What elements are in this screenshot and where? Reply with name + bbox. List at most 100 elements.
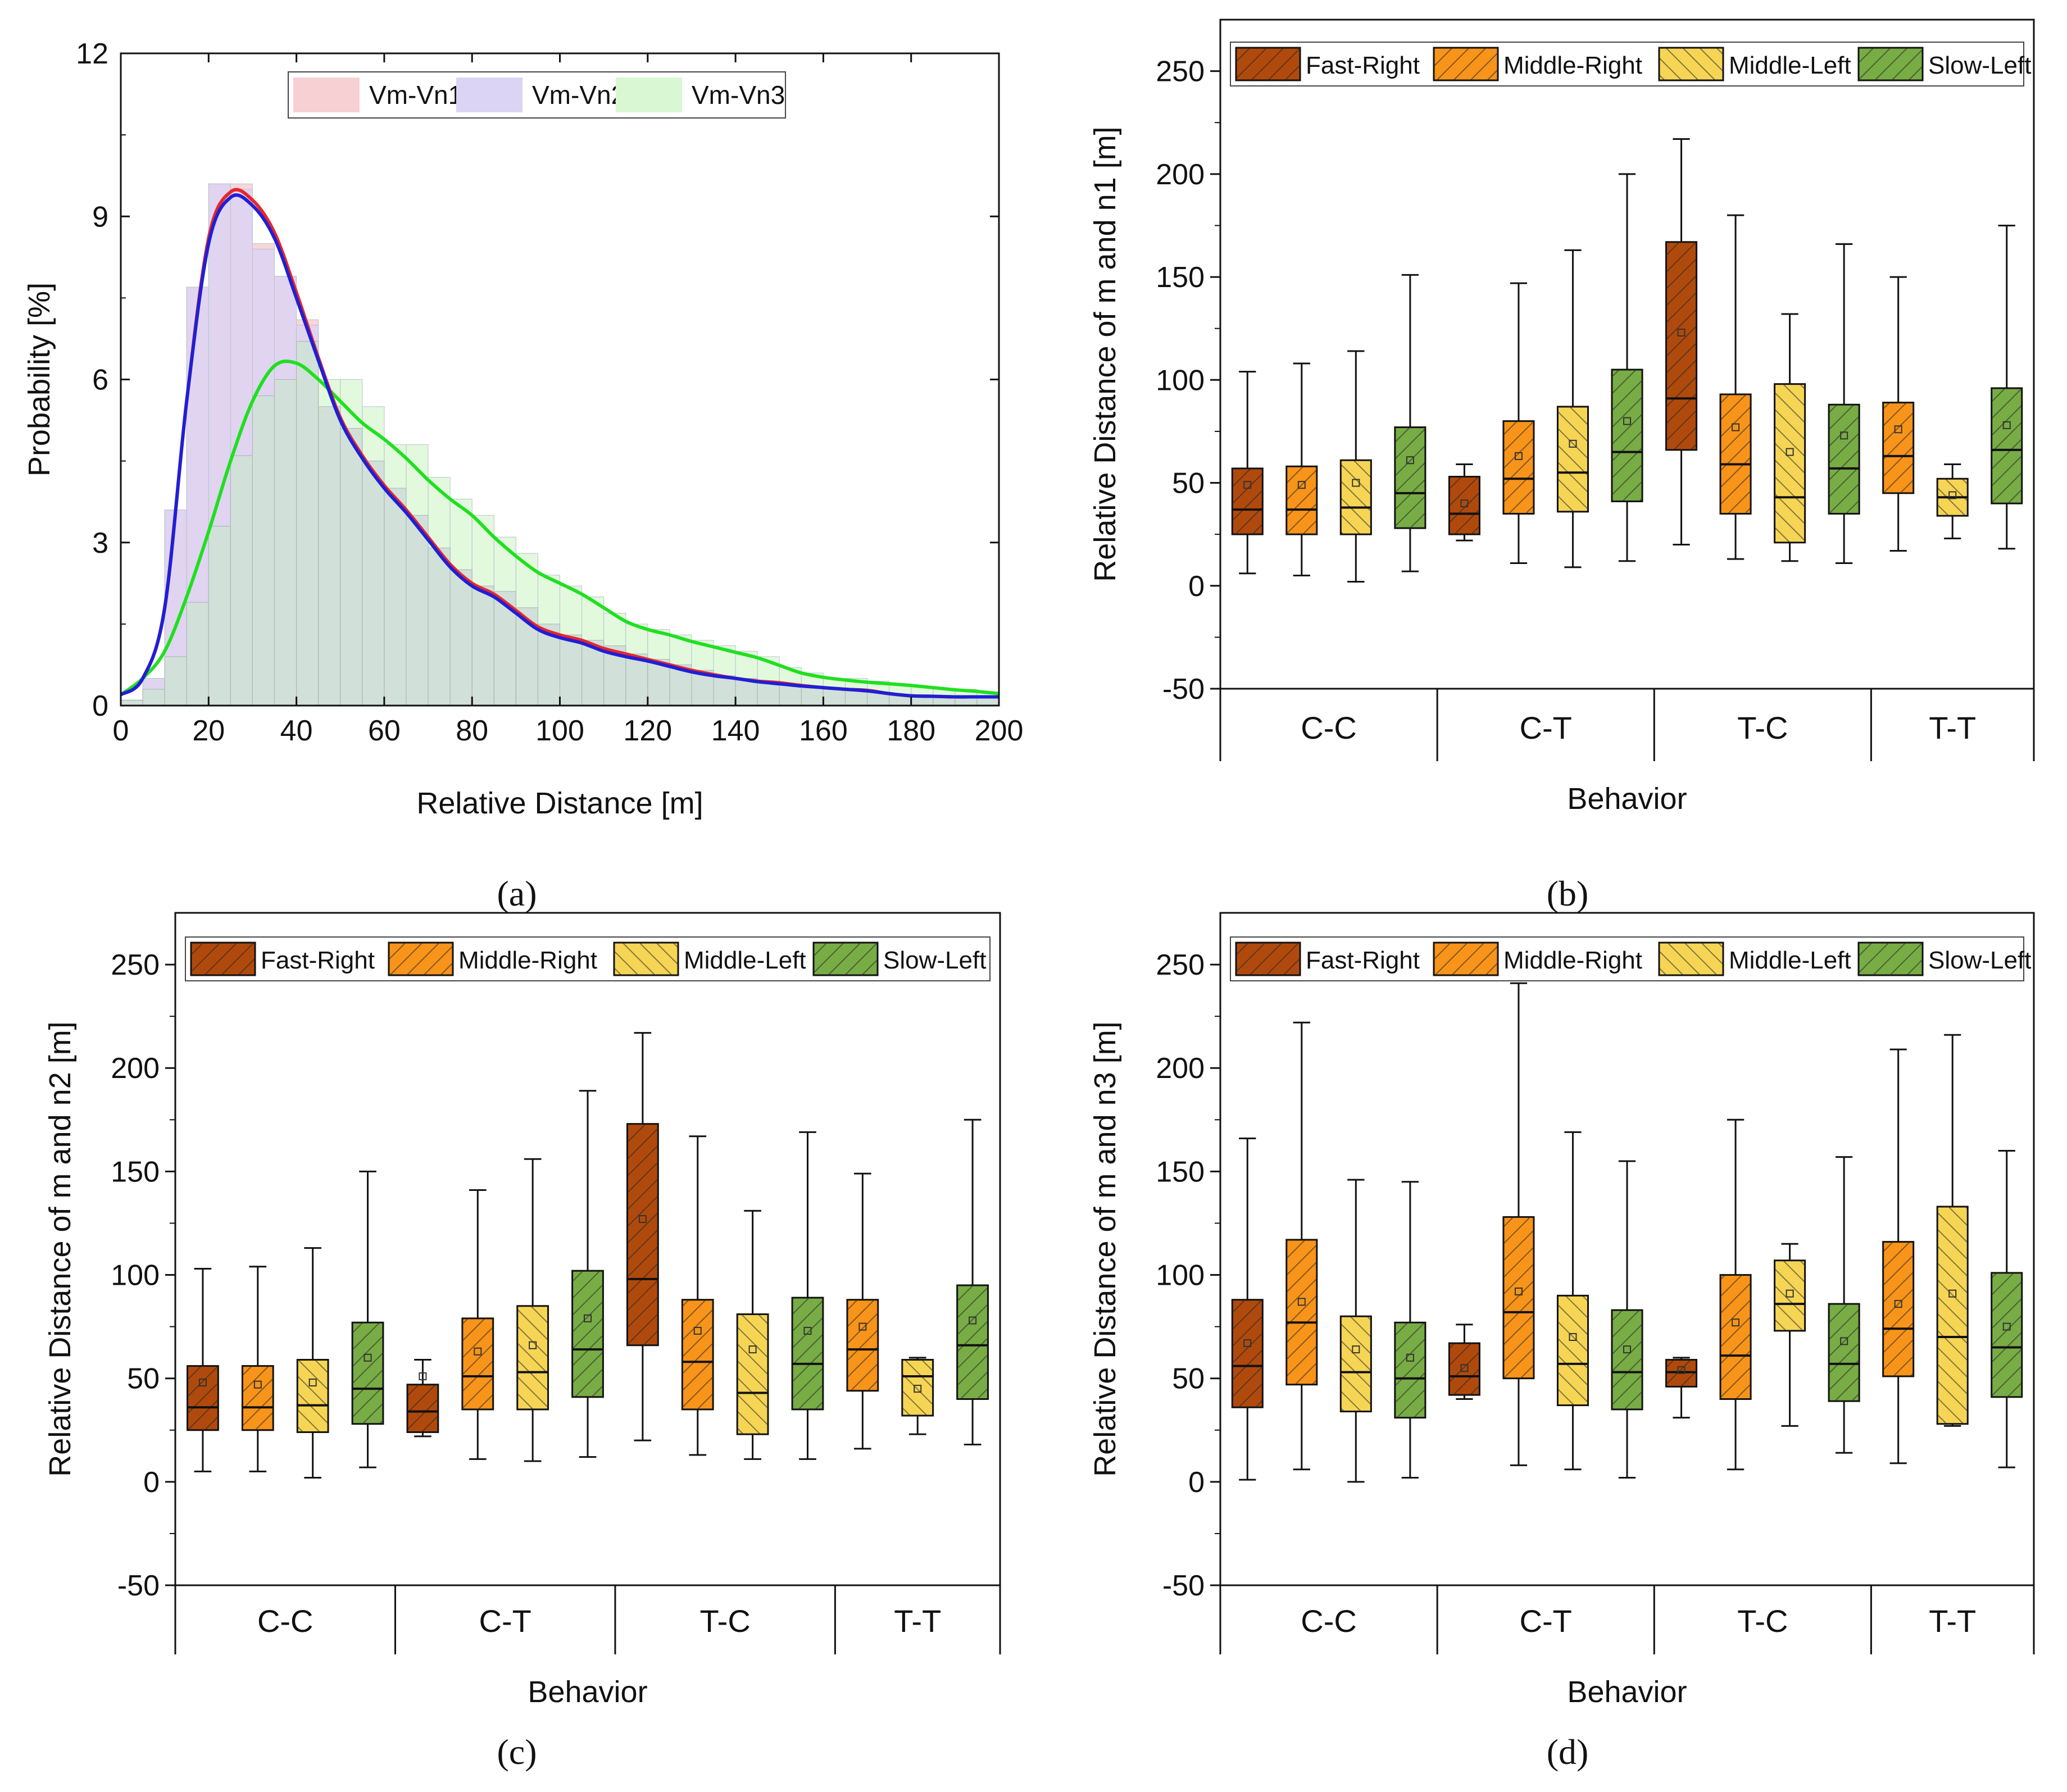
caption-d: (d)	[1547, 1732, 1589, 1772]
curve-vm-vn3	[120, 360, 1000, 697]
legend-swatch-hatch	[1434, 48, 1498, 80]
box-hatch	[682, 1299, 714, 1409]
mean-marker	[1460, 1364, 1469, 1372]
box-hatch	[462, 1318, 493, 1409]
histogram-overlap-bar	[406, 515, 429, 706]
box-t-t-middle-left	[1936, 463, 1969, 539]
legend-label: Middle-Right	[1503, 947, 1642, 974]
box-t-t-middle-left	[901, 1357, 934, 1435]
box-t-c-middle-right	[1719, 1118, 1752, 1471]
box-c-c-middle-left	[1339, 350, 1372, 583]
box-hatch	[1883, 402, 1914, 493]
y-tick-label: 0	[92, 690, 108, 722]
box-hatch	[792, 1298, 823, 1409]
x-tick-label: 160	[799, 715, 848, 747]
y-axis-label: Relative Distance of m and n3 [m]	[1088, 1021, 1122, 1476]
group-label: C-C	[1301, 1603, 1357, 1639]
box-c-c-slow-left	[351, 1170, 384, 1468]
y-tick-label: 6	[92, 364, 108, 397]
box-c-t-slow-left	[571, 1090, 604, 1458]
x-tick-label: 100	[535, 715, 584, 747]
mean-marker	[1948, 1289, 1957, 1298]
x-tick-label: 20	[192, 715, 225, 747]
box-hatch	[1883, 1241, 1914, 1377]
mean-marker	[1514, 452, 1523, 460]
box-hatch	[1937, 1206, 1968, 1424]
mean-marker	[914, 1385, 922, 1393]
y-tick-label: 50	[1172, 1363, 1205, 1395]
y-axis-label: Probability [%]	[22, 283, 56, 476]
legend-swatch-hatch	[614, 943, 678, 975]
panel-d: -50 0 50 100 150 200 250 C-C C-T T-C T-T Behavior Re…	[1088, 912, 2035, 1772]
plot-frame-c	[174, 912, 1001, 1586]
y-tick-label: 9	[92, 201, 108, 233]
plot-frame-d	[1219, 912, 2035, 1586]
box-t-t-middle-right	[1882, 276, 1915, 552]
group-label: T-T	[894, 1603, 941, 1639]
box-t-t-slow-left	[1991, 1150, 2023, 1468]
box-hatch	[1611, 1310, 1643, 1409]
box-hatch	[1341, 460, 1371, 535]
box-hatch	[1557, 1295, 1588, 1406]
mean-marker	[858, 1322, 867, 1331]
box-hatch	[1449, 476, 1480, 535]
box-hatch	[297, 1359, 329, 1432]
y-tick-label: 200	[1156, 1052, 1205, 1085]
y-tick-label: 50	[1172, 467, 1205, 500]
mean-marker	[1894, 1300, 1902, 1308]
mean-marker	[1569, 439, 1577, 448]
y-axis-label: Relative Distance of m and n2 [m]	[43, 1021, 77, 1476]
box-c-c-fast-right	[1231, 1137, 1264, 1481]
legend-swatch-hatch	[1236, 943, 1300, 975]
box-c-t-middle-right	[1502, 982, 1535, 1466]
y-tick-label: 250	[1156, 56, 1205, 88]
panel-a: 0 20 40 60 80 100 120 140 160 180 200 0 3 6 9 12 Relativ…	[22, 38, 1023, 913]
box-hatch	[1503, 421, 1534, 514]
box-t-c-fast-right	[1665, 1357, 1698, 1419]
box-c-t-fast-right	[1448, 1323, 1480, 1400]
box-c-t-slow-left	[1611, 1160, 1643, 1479]
box-c-c-slow-left	[1394, 274, 1427, 572]
mean-marker	[1677, 329, 1686, 337]
x-tick-label: 80	[456, 715, 488, 747]
histogram-overlap-bar	[186, 602, 209, 706]
box-c-c-fast-right	[187, 1267, 219, 1472]
box-t-t-middle-right	[1882, 1048, 1915, 1464]
box-hatch	[1394, 427, 1425, 529]
y-tick-label: 50	[127, 1363, 160, 1395]
box-t-t-slow-left	[956, 1118, 989, 1446]
group-label: C-T	[1520, 710, 1572, 745]
box-hatch	[1286, 1239, 1317, 1385]
mean-marker	[1243, 481, 1252, 489]
x-tick-label: 120	[623, 715, 672, 747]
group-label: C-C	[257, 1603, 314, 1639]
legend-swatch-hatch	[1659, 48, 1723, 80]
mean-marker	[1948, 491, 1957, 499]
histogram-overlap-bar	[318, 406, 341, 706]
legend-label: Middle-Left	[1729, 947, 1851, 974]
group-label: T-C	[1737, 710, 1788, 745]
box-hatch	[1991, 1272, 2022, 1397]
legend-label: Fast-Right	[1306, 947, 1420, 974]
histogram-overlap-bar	[560, 634, 583, 706]
mean-marker	[2002, 421, 2011, 429]
x-tick-label: 180	[887, 715, 935, 747]
box-c-c-middle-right	[241, 1266, 274, 1472]
histogram-overlap-bar	[449, 569, 473, 706]
box-hatch	[1232, 1299, 1263, 1408]
box-hatch	[1232, 468, 1263, 535]
box-hatch	[1557, 406, 1588, 512]
y-axis-label: Relative Distance of m and n1 [m]	[1088, 126, 1122, 581]
histogram-overlap-bar	[252, 395, 275, 706]
y-tick-label: -50	[1162, 673, 1205, 706]
group-label: T-C	[1737, 1603, 1788, 1639]
box-t-c-middle-right	[1719, 214, 1752, 560]
mean-marker	[1406, 456, 1414, 465]
box-c-c-middle-left	[1339, 1179, 1372, 1483]
box-hatch	[902, 1359, 933, 1416]
legend-swatch-hatch	[1236, 48, 1300, 80]
y-tick-label: 3	[92, 527, 108, 560]
box-hatch	[1774, 384, 1805, 543]
panel-b: -50 0 50 100 150 200 250 C-C C-T T-C T-T Behavior Re…	[1088, 19, 2035, 913]
